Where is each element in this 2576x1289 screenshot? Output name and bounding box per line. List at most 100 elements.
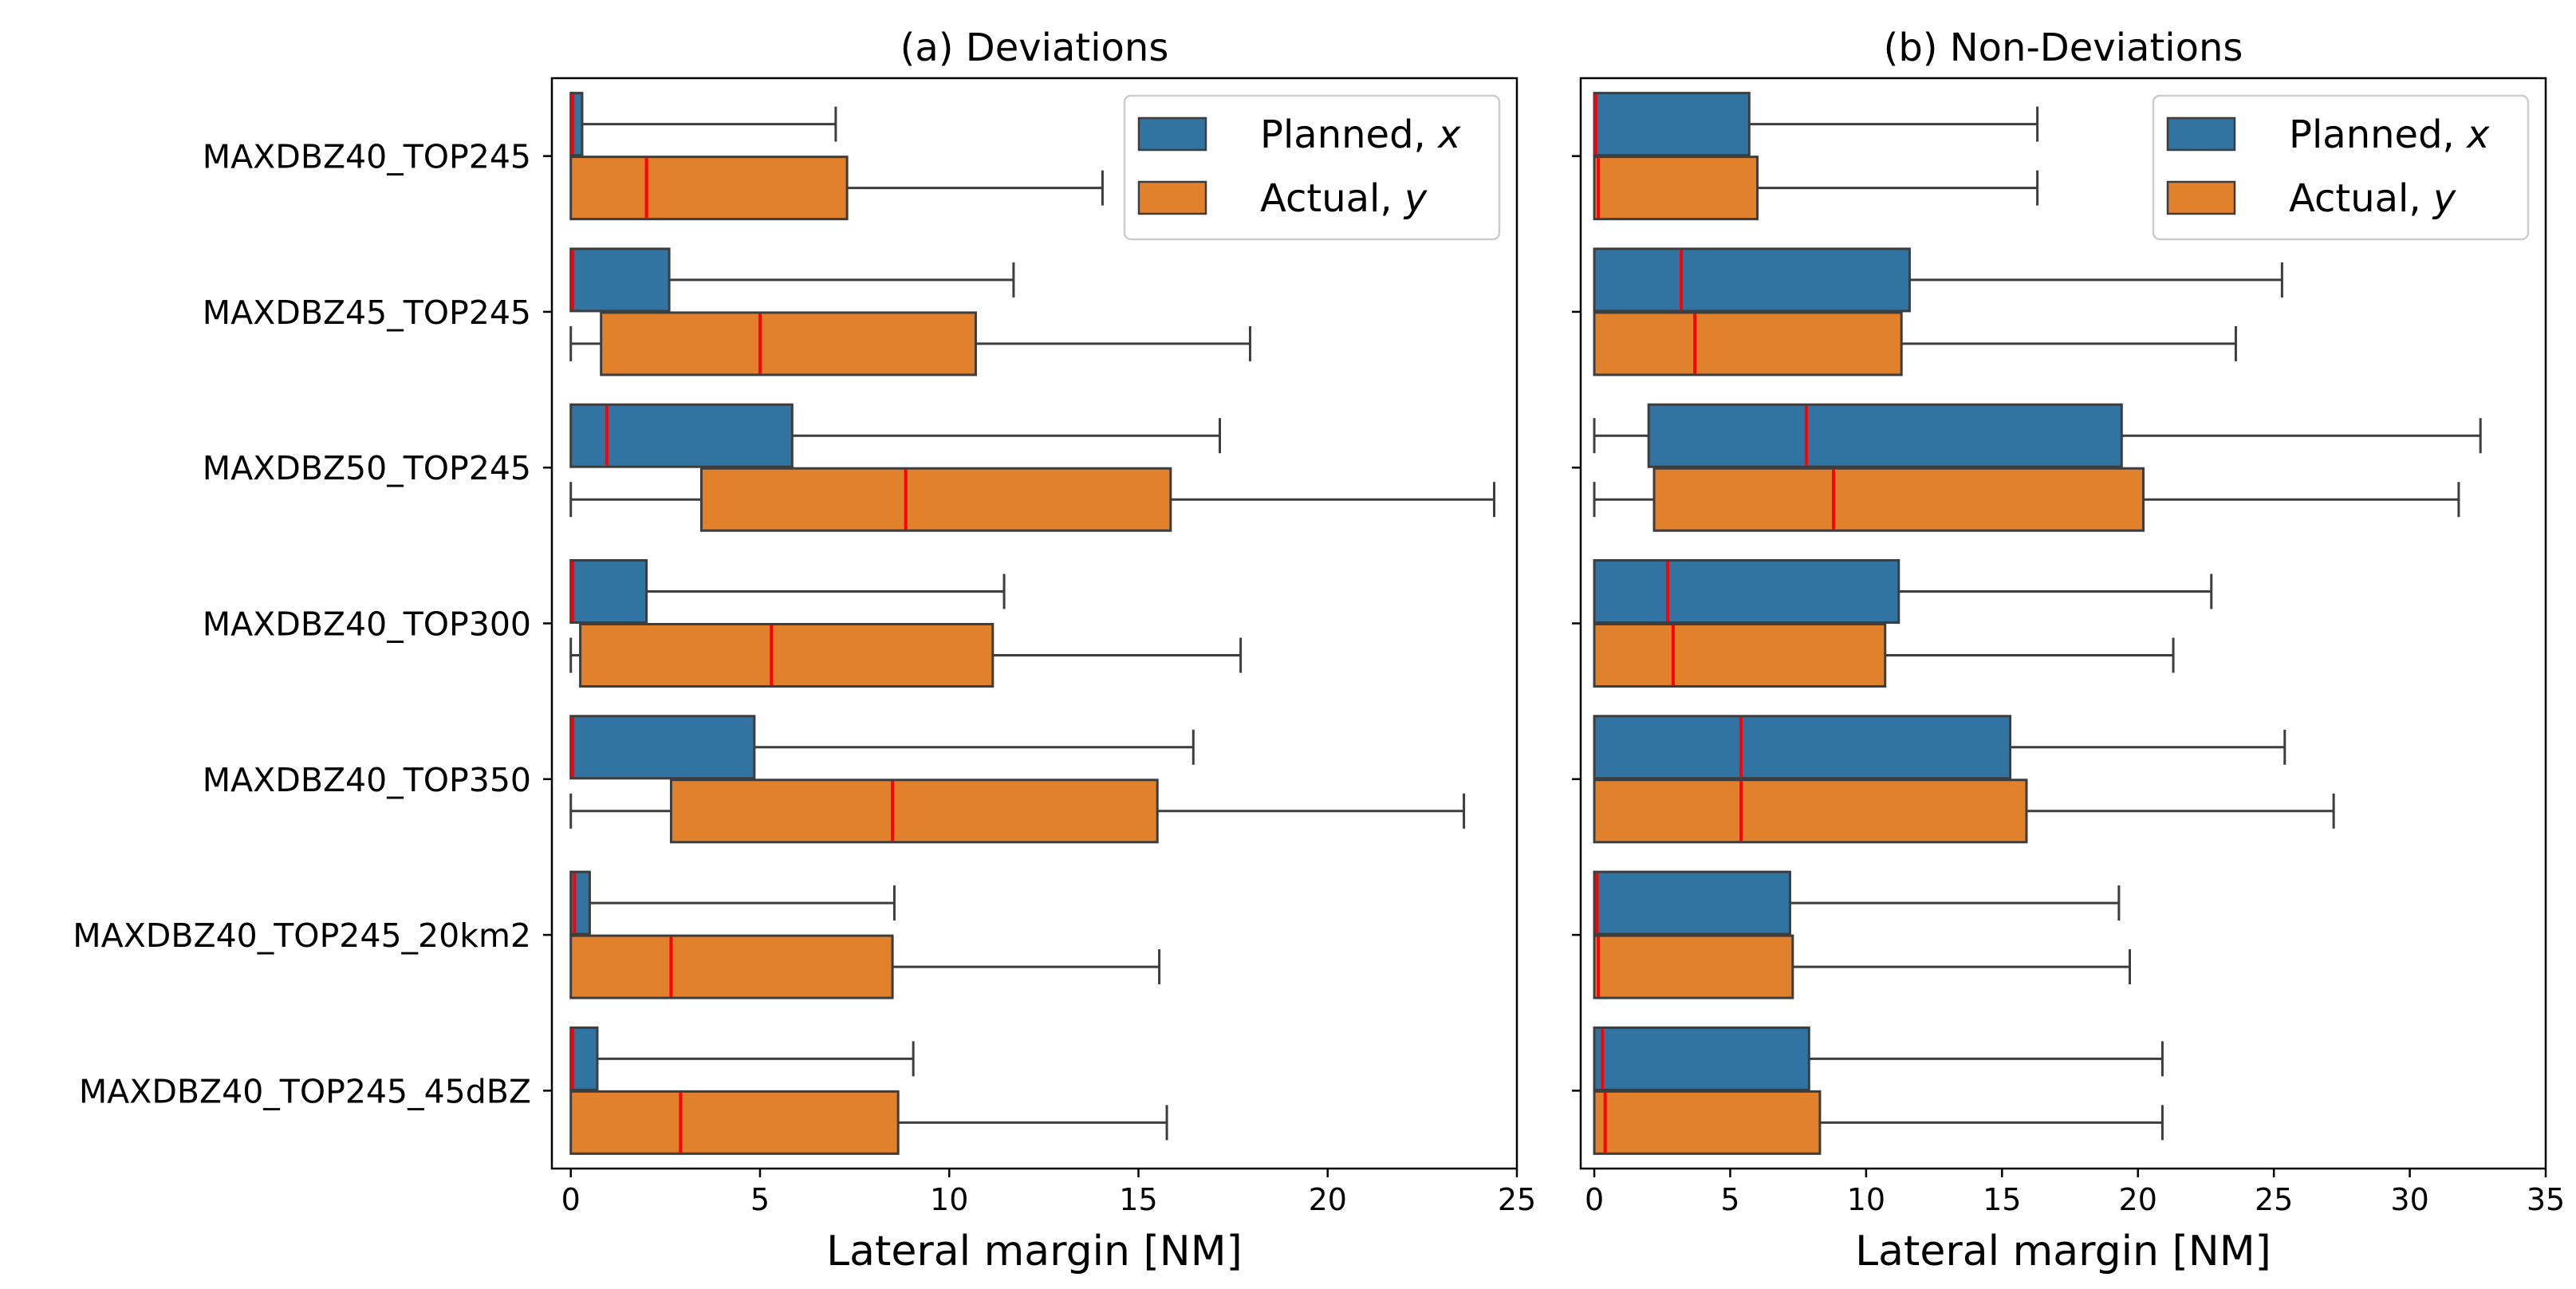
legend-label: Planned, x xyxy=(1260,112,1461,157)
y-tick-label: MAXDBZ45_TOP245 xyxy=(203,294,531,332)
legend-swatch xyxy=(1137,116,1207,152)
box-actual-4 xyxy=(1593,623,2175,688)
box-body xyxy=(1647,403,2123,468)
box-body xyxy=(1593,870,1791,936)
box-body xyxy=(1593,779,2028,844)
chart-title: (b) Non-Deviations xyxy=(1884,26,2243,70)
box-body xyxy=(1593,1026,1810,1091)
box-body xyxy=(569,403,794,468)
x-tick-label: 25 xyxy=(1498,1182,1536,1217)
box-body xyxy=(1593,311,1903,376)
legend-frame xyxy=(1123,94,1501,241)
box-actual-3 xyxy=(569,467,1496,532)
box-body xyxy=(569,1090,900,1155)
legend-variable: y xyxy=(2432,176,2456,221)
box-body xyxy=(569,715,756,780)
plot-frame xyxy=(550,77,1518,1170)
box-actual-5 xyxy=(1593,779,2335,844)
box-body xyxy=(569,934,894,999)
x-tick-label: 15 xyxy=(1119,1182,1157,1217)
box-body xyxy=(600,311,977,376)
box-planned-6 xyxy=(1593,870,2121,936)
box-body xyxy=(579,623,995,688)
box-planned-2 xyxy=(569,247,1015,313)
box-planned-3 xyxy=(1593,403,2482,468)
x-tick-label: 10 xyxy=(930,1182,968,1217)
panel-a: (a) Deviations MAXDBZ40_TOP245 MAXDBZ45_TO… xyxy=(73,26,1536,1275)
box-body xyxy=(569,1026,599,1091)
box-actual-4 xyxy=(569,623,1243,688)
box-actual-1 xyxy=(1593,156,2039,221)
legend: Planned, x Actual, y xyxy=(1123,94,1501,241)
box-body xyxy=(699,467,1172,532)
legend-swatch xyxy=(2166,180,2236,215)
x-tick-label: 15 xyxy=(1983,1182,2021,1217)
box-planned-7 xyxy=(1593,1026,2164,1091)
legend: Planned, x Actual, y xyxy=(2152,94,2530,241)
box-actual-1 xyxy=(569,156,1104,221)
box-body xyxy=(1593,934,1794,999)
legend-variable: y xyxy=(1403,176,1428,221)
legend-entry-planned: Planned, x xyxy=(1137,112,1461,157)
legend-entry-actual: Actual, y xyxy=(1137,176,1428,221)
box-body xyxy=(1593,1090,1822,1155)
box-planned-5 xyxy=(1593,715,2286,780)
legend-variable: x xyxy=(1436,112,1461,157)
box-body xyxy=(569,559,648,624)
box-body xyxy=(1593,559,1900,624)
x-tick-label: 35 xyxy=(2527,1182,2565,1217)
box-planned-1 xyxy=(1593,92,2039,157)
box-planned-1 xyxy=(569,92,837,157)
box-actual-6 xyxy=(1593,934,2132,999)
box-body xyxy=(569,156,849,221)
legend-label: Planned, x xyxy=(2289,112,2490,157)
box-actual-3 xyxy=(1593,467,2460,532)
x-axis-label: Lateral margin [NM] xyxy=(1855,1228,2271,1275)
x-axis-label: Lateral margin [NM] xyxy=(826,1228,1243,1275)
box-actual-7 xyxy=(569,1090,1168,1155)
legend-label: Actual, y xyxy=(2289,176,2456,221)
box-planned-7 xyxy=(569,1026,915,1091)
x-tick-label: 0 xyxy=(561,1182,581,1217)
box-actual-6 xyxy=(569,934,1161,999)
x-tick-label: 5 xyxy=(750,1182,770,1217)
x-tick-label: 30 xyxy=(2390,1182,2428,1217)
legend-swatch xyxy=(2166,116,2236,152)
box-body xyxy=(1593,715,2012,780)
box-planned-6 xyxy=(569,870,896,936)
y-tick-label: MAXDBZ40_TOP245_45dBZ xyxy=(79,1072,531,1110)
chart-title: (a) Deviations xyxy=(900,26,1169,70)
plot-frame xyxy=(1579,77,2547,1170)
legend-entry-actual: Actual, y xyxy=(2166,176,2456,221)
x-tick-label: 0 xyxy=(1585,1182,1604,1217)
box-body xyxy=(669,779,1159,844)
box-actual-7 xyxy=(1593,1090,2164,1155)
box-planned-2 xyxy=(1593,247,2283,313)
box-body xyxy=(1593,623,1887,688)
box-actual-5 xyxy=(569,779,1466,844)
legend-entry-planned: Planned, x xyxy=(2166,112,2490,157)
box-body xyxy=(569,247,671,313)
box-planned-5 xyxy=(569,715,1195,780)
box-planned-4 xyxy=(1593,559,2213,624)
x-tick-label: 20 xyxy=(1309,1182,1347,1217)
y-tick-label: MAXDBZ40_TOP245_20km2 xyxy=(73,916,531,955)
box-body xyxy=(1593,156,1759,221)
box-planned-3 xyxy=(569,403,1222,468)
box-body xyxy=(1652,467,2145,532)
x-tick-label: 25 xyxy=(2255,1182,2293,1217)
y-tick-label: MAXDBZ40_TOP350 xyxy=(203,761,531,799)
box-actual-2 xyxy=(569,311,1251,376)
y-tick-label: MAXDBZ40_TOP245 xyxy=(203,138,531,176)
y-tick-label: MAXDBZ50_TOP245 xyxy=(203,449,531,487)
legend-label: Actual, y xyxy=(1260,176,1428,221)
box-planned-4 xyxy=(569,559,1006,624)
x-tick-label: 20 xyxy=(2119,1182,2157,1217)
legend-swatch xyxy=(1137,180,1207,215)
legend-variable: x xyxy=(2465,112,2490,157)
x-tick-label: 5 xyxy=(1720,1182,1739,1217)
box-body xyxy=(1593,92,1751,157)
box-actual-2 xyxy=(1593,311,2237,376)
